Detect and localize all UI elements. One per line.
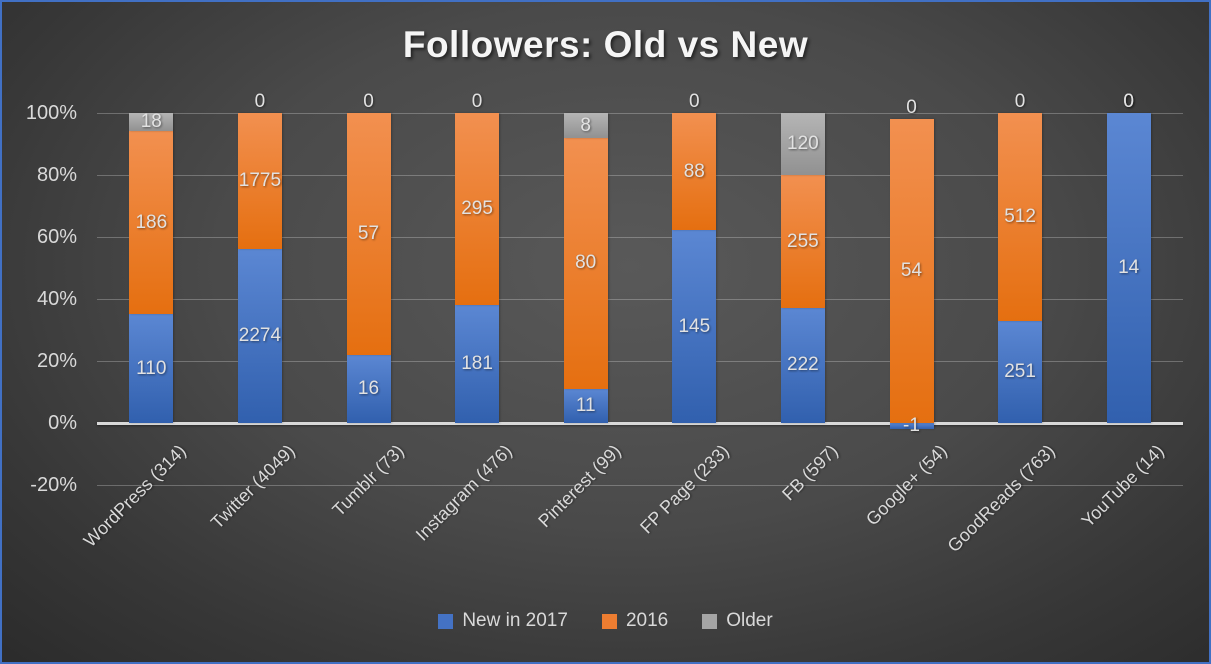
- data-label: 0: [363, 91, 374, 112]
- data-label: 11: [575, 394, 596, 416]
- data-label: 0: [1123, 91, 1134, 112]
- bar-segment-2016: [563, 138, 608, 389]
- data-label: 145: [678, 315, 711, 337]
- y-axis-tick: 0%: [48, 412, 77, 434]
- bar-segment-2016: [237, 113, 282, 249]
- data-label: 181: [461, 353, 493, 375]
- y-axis-tick: 40%: [36, 288, 77, 310]
- gridline: [97, 299, 1183, 300]
- data-label: 251: [1004, 361, 1036, 382]
- data-label: 16: [357, 378, 380, 400]
- data-label: 120: [787, 133, 819, 155]
- data-label: 0: [906, 96, 917, 118]
- bar-segment-2016: [998, 113, 1043, 322]
- data-label: 8: [580, 114, 591, 136]
- data-label: 18: [140, 110, 162, 132]
- bar-segment-2016: [455, 113, 500, 306]
- data-label: 14: [1118, 257, 1140, 278]
- data-label: 110: [136, 357, 167, 379]
- legend: New in 2017 2016 Older: [2, 610, 1209, 632]
- gridline: [97, 361, 1183, 362]
- y-axis-tick: 60%: [36, 226, 77, 248]
- data-label: 0: [1014, 91, 1026, 112]
- y-axis-tick: 20%: [36, 350, 77, 372]
- data-label: 57: [357, 223, 380, 245]
- legend-label: New in 2017: [462, 610, 568, 631]
- chart-title: Followers: Old vs New: [402, 24, 809, 65]
- data-label: 80: [575, 252, 597, 274]
- legend-swatch-older: [702, 613, 718, 629]
- bar-segment-2016: [346, 113, 391, 356]
- bar-segment-new-in-2017: [998, 321, 1043, 423]
- gridline: [97, 113, 1183, 114]
- data-label: 1775: [238, 169, 282, 191]
- data-label: 54: [900, 259, 923, 281]
- legend-item-2016: 2016: [601, 610, 669, 632]
- legend-swatch-new-in-2017: [438, 613, 454, 629]
- y-axis-tick: 100%: [25, 102, 77, 124]
- data-label: 0: [254, 91, 266, 112]
- data-label: 512: [1004, 206, 1036, 227]
- gridline: [97, 485, 1183, 486]
- data-label: 0: [689, 91, 700, 112]
- legend-label: Older: [726, 610, 773, 631]
- y-axis-tick: 80%: [36, 164, 77, 186]
- gridline: [97, 175, 1183, 176]
- bar-segment-new-in-2017: [889, 423, 934, 429]
- bar-segment-new-in-2017: [563, 388, 608, 423]
- x-axis-line: [97, 422, 1183, 425]
- bar-segment-2016: [889, 118, 934, 423]
- bar-segment-new-in-2017: [672, 230, 717, 423]
- bar-segment-new-in-2017: [346, 355, 391, 423]
- data-label: 186: [135, 211, 168, 233]
- legend-swatch-2016: [601, 613, 617, 629]
- bar-segment-older: [129, 113, 174, 131]
- bar-segment-new-in-2017: [780, 307, 825, 423]
- data-label: 88: [683, 160, 705, 182]
- bar-segment-new-in-2017: [455, 305, 500, 423]
- data-label: 0: [471, 91, 483, 112]
- legend-item-new-in-2017: New in 2017: [438, 610, 568, 632]
- bar-segment-new-in-2017: [237, 248, 282, 423]
- gridline: [97, 237, 1183, 238]
- data-label: 222: [787, 354, 819, 376]
- bar-segment-2016: [780, 175, 825, 308]
- legend-label: 2016: [625, 610, 669, 631]
- data-label: 0: [1123, 91, 1134, 112]
- bar-segment-2016: [129, 130, 174, 315]
- bar-segment-new-in-2017: [129, 314, 174, 423]
- legend-item-older: Older: [702, 610, 773, 632]
- data-label: 295: [461, 198, 493, 220]
- bar-segment-older: [563, 113, 608, 139]
- data-label: -1: [903, 414, 920, 436]
- bar-segment-2016: [672, 113, 717, 231]
- data-label: 255: [787, 230, 819, 252]
- bar-segment-older: [780, 113, 825, 176]
- bar-segment-new-in-2017: [1106, 113, 1151, 423]
- y-axis-tick: -20%: [30, 474, 77, 496]
- data-label: 2274: [238, 324, 282, 346]
